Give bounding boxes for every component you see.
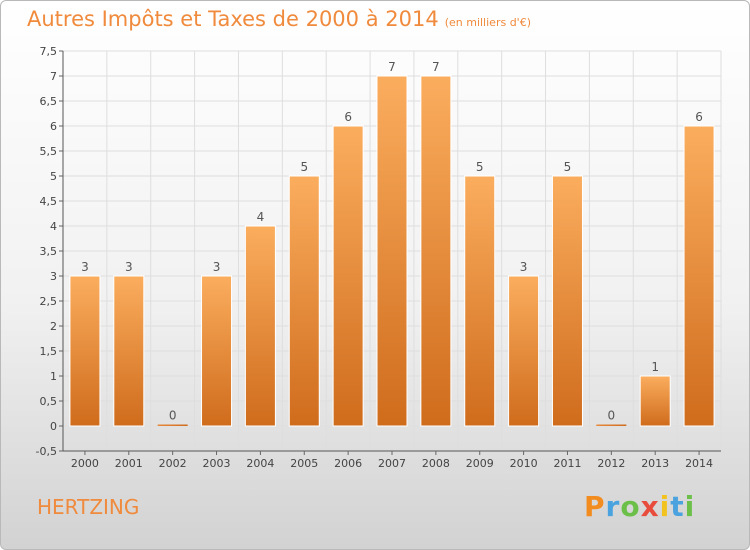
- logo-letter: i: [659, 490, 671, 523]
- bar-2007: [376, 75, 408, 427]
- data-label-2004: 4: [257, 210, 265, 224]
- data-label-2000: 3: [81, 260, 89, 274]
- y-tick-label: 3,5: [40, 245, 58, 258]
- logo-letter: P: [584, 490, 606, 523]
- y-tick-label: 5: [50, 170, 57, 183]
- logo-letter: o: [620, 490, 641, 523]
- y-tick-label: 4: [50, 220, 57, 233]
- x-tick-label: 2010: [510, 457, 538, 470]
- x-tick-label: 2013: [641, 457, 669, 470]
- data-labels: 3 3 0 3 4 5 6 7 7 5 3 5 0 1 6: [81, 60, 703, 423]
- proxiti-logo: Proxiti: [584, 490, 695, 523]
- bar-2012: [596, 424, 627, 426]
- y-tick-label: -0,5: [36, 445, 57, 458]
- bar-2000: [69, 275, 101, 427]
- y-tick-label: 2: [50, 320, 57, 333]
- logo-letter: x: [640, 490, 660, 523]
- y-tick-labels: -0,5 0 0,5 1 1,5 2 2,5 3 3,5 4 4,5 5 5,5 6 6,5 7 7,5: [36, 45, 57, 458]
- data-label-2003: 3: [213, 260, 221, 274]
- bar-2014: [683, 125, 715, 427]
- data-label-2010: 3: [520, 260, 528, 274]
- bar-2008: [420, 75, 452, 427]
- x-tick-label: 2011: [553, 457, 581, 470]
- y-tick-label: 2,5: [40, 295, 58, 308]
- y-tick-label: 1: [50, 370, 57, 383]
- x-tick-label: 2008: [422, 457, 450, 470]
- y-tick-label: 0: [50, 420, 57, 433]
- data-label-2009: 5: [476, 160, 484, 174]
- chart-title: Autres Impôts et Taxes de 2000 à 2014 (en…: [27, 7, 531, 31]
- bars: [69, 75, 715, 427]
- x-tick-label: 2002: [159, 457, 187, 470]
- bar-2011: [551, 175, 583, 427]
- commune-name: HERTZING: [37, 495, 140, 519]
- title-text: Autres Impôts et Taxes de 2000 à 2014: [27, 7, 439, 31]
- data-label-2012: 0: [608, 409, 616, 423]
- bar-2010: [508, 275, 540, 427]
- x-tick-label: 2005: [290, 457, 318, 470]
- data-label-2002: 0: [169, 409, 177, 423]
- bar-2006: [332, 125, 364, 427]
- x-tick-label: 2014: [685, 457, 713, 470]
- logo-letter: i: [684, 490, 696, 523]
- data-label-2001: 3: [125, 260, 133, 274]
- data-label-2008: 7: [432, 60, 440, 74]
- bar-2004: [244, 225, 276, 427]
- data-label-2013: 1: [651, 360, 659, 374]
- x-tick-labels: 2000 2001 2002 2003 2004 2005 2006 2007 2008 2009…: [71, 457, 713, 470]
- y-tick-label: 7,5: [40, 45, 58, 58]
- bar-2005: [288, 175, 320, 427]
- title-unit: (en milliers d'€): [444, 16, 531, 29]
- y-tick-label: 4,5: [40, 195, 58, 208]
- data-label-2014: 6: [695, 110, 703, 124]
- logo-letter: r: [605, 490, 621, 523]
- y-tick-label: 3: [50, 270, 57, 283]
- bar-2002: [157, 424, 188, 426]
- axes: [59, 50, 721, 455]
- bar-2013: [639, 375, 671, 427]
- x-tick-label: 2006: [334, 457, 362, 470]
- data-label-2007: 7: [388, 60, 396, 74]
- y-tick-label: 5,5: [40, 145, 58, 158]
- y-tick-label: 0,5: [40, 395, 58, 408]
- data-label-2006: 6: [344, 110, 352, 124]
- x-tick-label: 2003: [203, 457, 231, 470]
- x-tick-label: 2009: [466, 457, 494, 470]
- y-tick-label: 6,5: [40, 95, 58, 108]
- x-tick-label: 2007: [378, 457, 406, 470]
- x-tick-label: 2012: [597, 457, 625, 470]
- y-tick-label: 7: [50, 70, 57, 83]
- logo-letter: t: [670, 490, 685, 523]
- bar-2009: [464, 175, 496, 427]
- bar-2001: [113, 275, 145, 427]
- x-tick-label: 2000: [71, 457, 99, 470]
- y-tick-label: 1,5: [40, 345, 58, 358]
- y-tick-label: 6: [50, 120, 57, 133]
- x-tick-label: 2001: [115, 457, 143, 470]
- data-label-2011: 5: [564, 160, 572, 174]
- x-tick-label: 2004: [246, 457, 274, 470]
- data-label-2005: 5: [300, 160, 308, 174]
- bar-2003: [201, 275, 233, 427]
